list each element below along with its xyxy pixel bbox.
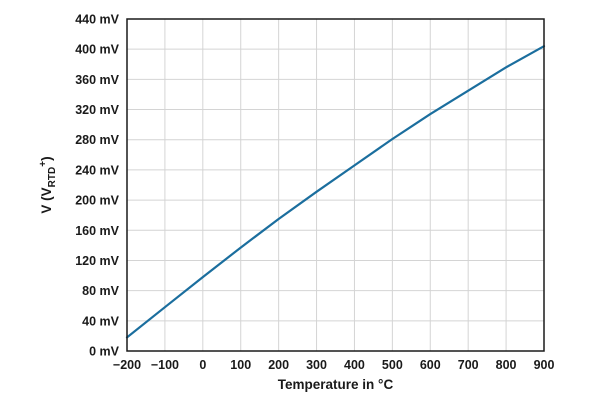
x-tick-label: 300 [306, 358, 327, 372]
y-tick-label: 200 mV [75, 194, 119, 208]
x-tick-labels: −200 −100 0 100 200 300 400 500 600 700 800 900 [113, 358, 555, 372]
plot-frame [126, 18, 545, 352]
y-tick-label: 80 mV [82, 284, 119, 298]
x-tick-label: 600 [420, 358, 441, 372]
x-tick-label: 400 [344, 358, 365, 372]
x-axis-title: Temperature in °C [278, 377, 394, 392]
y-tick-labels: 0 mV 40 mV 80 mV 120 mV 160 mV 200 mV 240 mV 28… [75, 13, 119, 359]
y-tick-label: 240 mV [75, 163, 119, 177]
series-line [125, 45, 546, 339]
x-tick-label: −100 [151, 358, 179, 372]
y-axis-title-prefix: V (V [39, 187, 54, 213]
y-tick-label: 0 mV [89, 345, 120, 359]
y-tick-label: 160 mV [75, 224, 119, 238]
y-tick-label: 400 mV [75, 43, 119, 57]
x-tick-label: 0 [199, 358, 206, 372]
y-tick-label: 360 mV [75, 73, 119, 87]
y-axis-title-subscript: RTD [47, 167, 58, 188]
x-tick-label: 100 [230, 358, 251, 372]
y-tick-label: 120 mV [75, 254, 119, 268]
x-tick-label: 200 [268, 358, 289, 372]
y-axis-title-suffix: ) [39, 156, 54, 161]
x-tick-label: −200 [113, 358, 141, 372]
data-series [125, 45, 546, 339]
x-tick-label: 500 [382, 358, 403, 372]
grid [126, 18, 545, 352]
x-tick-label: 900 [534, 358, 555, 372]
y-tick-label: 280 mV [75, 133, 119, 147]
y-tick-label: 440 mV [75, 13, 119, 27]
x-tick-label: 800 [496, 358, 517, 372]
y-tick-label: 40 mV [82, 314, 119, 328]
y-axis-title-superscript: + [38, 161, 49, 167]
y-axis-title: V (VRTD+) [38, 156, 58, 213]
y-tick-label: 320 mV [75, 103, 119, 117]
x-tick-label: 700 [458, 358, 479, 372]
